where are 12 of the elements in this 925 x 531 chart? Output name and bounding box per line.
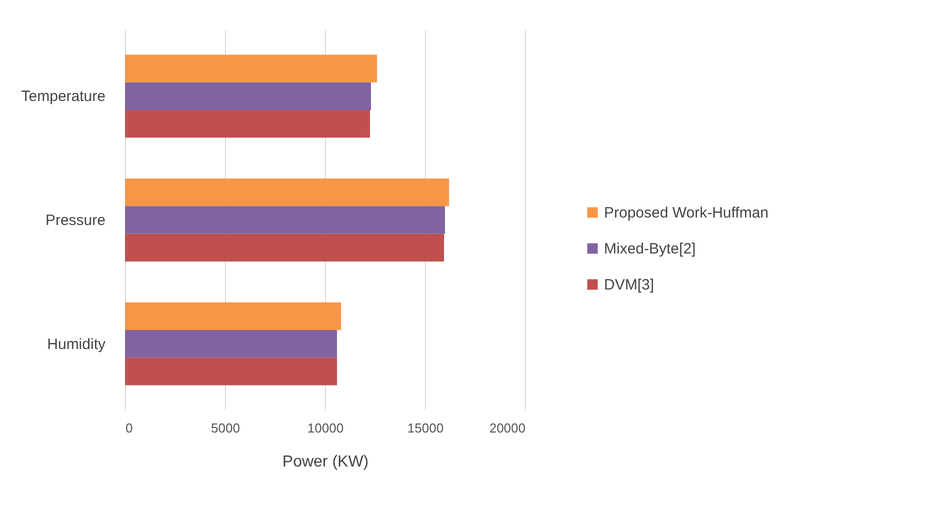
x-tick-label: 15000 — [407, 420, 444, 436]
legend-label: DVM[3] — [604, 276, 654, 294]
x-tick-label: 5000 — [211, 420, 240, 436]
x-tick-label: 10000 — [307, 420, 344, 436]
y-tick-label: Pressure — [45, 212, 106, 229]
x-axis-title: Power (KW) — [282, 454, 369, 470]
x-tick-label: 20000 — [489, 420, 526, 436]
legend-label: Proposed Work-Huffman — [604, 204, 769, 222]
y-tick-label: Humidity — [47, 336, 106, 353]
y-tick-label: Temperature — [21, 88, 106, 106]
legend-label: Mixed-Byte[2] — [604, 240, 696, 258]
x-tick-label: 0 — [126, 420, 133, 436]
